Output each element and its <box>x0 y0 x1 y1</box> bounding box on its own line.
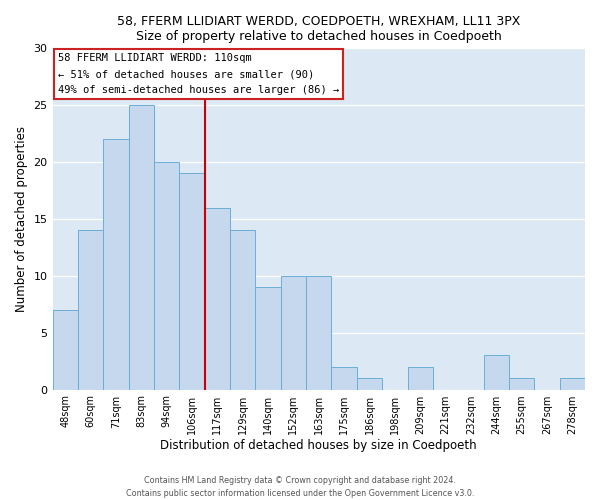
Y-axis label: Number of detached properties: Number of detached properties <box>15 126 28 312</box>
Bar <box>306 276 331 390</box>
Bar <box>128 105 154 390</box>
Bar <box>78 230 103 390</box>
Bar <box>154 162 179 390</box>
Bar <box>509 378 534 390</box>
Bar <box>281 276 306 390</box>
Bar <box>256 287 281 390</box>
Text: 58 FFERM LLIDIART WERDD: 110sqm
← 51% of detached houses are smaller (90)
49% of: 58 FFERM LLIDIART WERDD: 110sqm ← 51% of… <box>58 54 339 94</box>
Bar <box>103 140 128 390</box>
Bar <box>331 367 357 390</box>
X-axis label: Distribution of detached houses by size in Coedpoeth: Distribution of detached houses by size … <box>160 440 477 452</box>
Bar <box>560 378 585 390</box>
Bar <box>53 310 78 390</box>
Bar <box>179 174 205 390</box>
Bar <box>205 208 230 390</box>
Bar <box>484 356 509 390</box>
Title: 58, FFERM LLIDIART WERDD, COEDPOETH, WREXHAM, LL11 3PX
Size of property relative: 58, FFERM LLIDIART WERDD, COEDPOETH, WRE… <box>117 15 520 43</box>
Text: Contains HM Land Registry data © Crown copyright and database right 2024.
Contai: Contains HM Land Registry data © Crown c… <box>126 476 474 498</box>
Bar <box>357 378 382 390</box>
Bar <box>407 367 433 390</box>
Bar <box>230 230 256 390</box>
